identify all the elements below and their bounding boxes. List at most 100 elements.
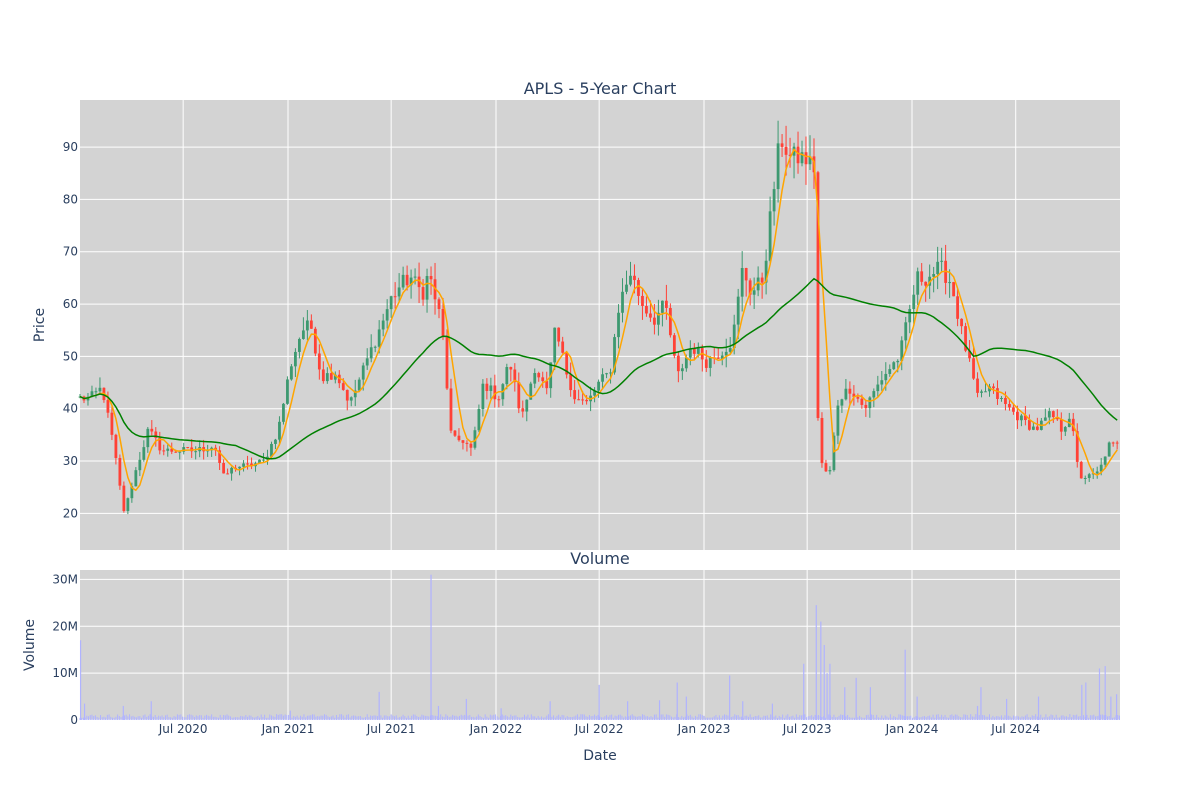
volume-bar bbox=[903, 715, 905, 720]
volume-bar bbox=[185, 717, 187, 720]
volume-bar bbox=[881, 715, 883, 720]
volume-bar bbox=[820, 621, 822, 720]
volume-bar bbox=[330, 716, 332, 720]
candle bbox=[972, 347, 975, 380]
volume-bar bbox=[197, 716, 199, 720]
volume-bar bbox=[727, 715, 729, 720]
volume-bar bbox=[452, 714, 454, 720]
volume-bar bbox=[267, 717, 269, 720]
volume-bar bbox=[635, 716, 637, 720]
candle bbox=[286, 376, 289, 405]
date-x-tick-labels: Jul 2020 Jan 2021 Jul 2021 Jan 2022 Jul 2022… bbox=[158, 722, 1040, 736]
volume-bar bbox=[693, 717, 695, 720]
volume-bar bbox=[194, 717, 196, 720]
volume-bar bbox=[123, 715, 125, 720]
volume-bar bbox=[1104, 666, 1106, 720]
volume-bar bbox=[936, 714, 938, 720]
volume-bar bbox=[375, 715, 377, 720]
volume-bar bbox=[460, 714, 462, 720]
volume-bar bbox=[578, 716, 580, 720]
volume-bar bbox=[739, 716, 741, 720]
volume-bar bbox=[770, 714, 772, 720]
volume-bar bbox=[453, 715, 455, 720]
candle bbox=[465, 440, 469, 452]
volume-bar bbox=[1019, 717, 1021, 720]
volume-bar bbox=[664, 716, 666, 720]
candle bbox=[94, 387, 98, 399]
volume-bar bbox=[598, 684, 600, 720]
volume-bar bbox=[264, 714, 266, 720]
volume-bar bbox=[841, 714, 843, 720]
volume-bar bbox=[894, 717, 896, 720]
candle bbox=[692, 343, 696, 360]
candle bbox=[473, 426, 477, 450]
volume-bar bbox=[823, 645, 825, 720]
candle bbox=[218, 446, 222, 471]
volume-bar bbox=[224, 715, 226, 720]
volume-bar bbox=[829, 663, 831, 720]
candle bbox=[118, 454, 122, 490]
volume-bar bbox=[437, 705, 440, 720]
candle bbox=[852, 385, 856, 406]
volume-bar bbox=[469, 714, 471, 720]
volume-bar bbox=[944, 714, 946, 720]
volume-bar bbox=[782, 714, 784, 720]
price-plot-area bbox=[80, 100, 1120, 550]
candle bbox=[373, 345, 377, 353]
candle bbox=[772, 181, 776, 226]
volume-bar bbox=[1040, 714, 1042, 720]
candle bbox=[932, 266, 936, 293]
candle bbox=[756, 266, 760, 297]
volume-bar bbox=[970, 714, 972, 720]
volume-bar bbox=[1118, 715, 1120, 720]
volume-bar bbox=[517, 716, 519, 720]
volume-bar bbox=[590, 716, 592, 720]
volume-bar bbox=[883, 717, 885, 720]
volume-bar bbox=[840, 714, 842, 720]
volume-bar bbox=[505, 715, 507, 720]
volume-plot-area bbox=[80, 570, 1120, 720]
volume-bar bbox=[815, 605, 817, 720]
volume-bar bbox=[479, 715, 481, 720]
volume-bar bbox=[486, 716, 488, 720]
volume-bar bbox=[423, 715, 425, 720]
volume-bar bbox=[954, 714, 956, 720]
volume-bar bbox=[937, 714, 939, 720]
volume-bar bbox=[573, 716, 575, 720]
volume-bar bbox=[833, 714, 835, 720]
candle bbox=[405, 265, 409, 291]
volume-bar bbox=[1055, 714, 1057, 720]
candle bbox=[158, 431, 162, 455]
candle bbox=[824, 459, 828, 472]
candle bbox=[509, 366, 513, 382]
volume-bar bbox=[534, 716, 536, 720]
volume-bar bbox=[257, 715, 259, 720]
volume-bar bbox=[563, 715, 565, 720]
candle bbox=[952, 281, 955, 297]
volume-bar bbox=[1103, 715, 1105, 720]
volume-bar bbox=[901, 715, 903, 720]
volume-bar bbox=[1096, 716, 1098, 720]
volume-bar bbox=[958, 716, 960, 720]
volume-bar bbox=[1043, 717, 1045, 720]
volume-bar bbox=[672, 717, 674, 720]
candle bbox=[800, 140, 804, 167]
volume-bar bbox=[484, 714, 486, 720]
candle bbox=[776, 120, 780, 203]
volume-bar bbox=[204, 715, 206, 720]
candle bbox=[1008, 398, 1011, 411]
volume-bar bbox=[457, 716, 459, 720]
volume-bar bbox=[869, 687, 871, 720]
volume-bar bbox=[814, 714, 816, 720]
volume-bar bbox=[156, 717, 158, 720]
volume-bar bbox=[965, 714, 967, 720]
candle bbox=[960, 318, 963, 335]
volume-bar bbox=[529, 717, 531, 720]
volume-bar bbox=[1072, 714, 1074, 720]
volume-bar bbox=[645, 716, 647, 720]
volume-bar bbox=[240, 715, 242, 720]
volume-bar bbox=[1091, 715, 1093, 720]
volume-bar bbox=[344, 717, 346, 720]
volume-bar bbox=[358, 716, 360, 720]
price-x-gridlines bbox=[182, 100, 1017, 550]
